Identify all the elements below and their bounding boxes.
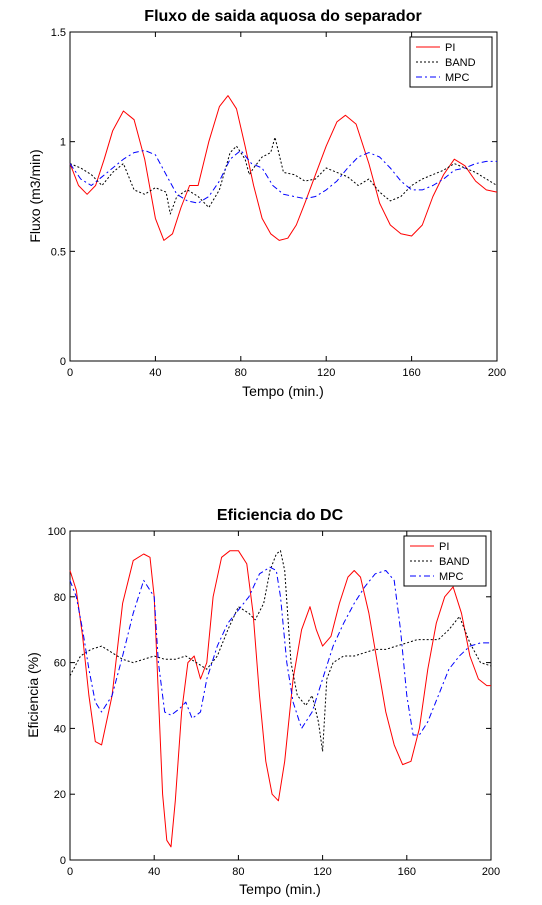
legend-box: [409, 36, 493, 88]
series-group: [69, 550, 492, 848]
y-tick-label: 80: [54, 592, 66, 604]
y-tick-label: 0.5: [51, 246, 66, 258]
x-tick-label: 80: [235, 367, 247, 379]
chart-title: Eficiencia do DC: [217, 507, 344, 524]
chart-title: Fluxo de saida aquosa do separador: [144, 8, 421, 25]
x-tick-label: 120: [313, 866, 331, 878]
legend: PI BAND MPC: [403, 535, 487, 587]
legend-label-mpc: MPC: [445, 72, 470, 84]
chart-flow: Fluxo de saida aquosa do separador 0 40 80…: [27, 8, 506, 399]
legend: PI BAND MPC: [409, 36, 493, 88]
x-tick-label: 160: [398, 866, 416, 878]
y-tick-label: 0: [60, 356, 66, 368]
series-line-pi: [69, 550, 491, 848]
series-line-pi: [69, 95, 498, 241]
y-axis-label: Eficiencia (%): [25, 652, 41, 738]
x-tick-label: 200: [488, 367, 506, 379]
x-tick-label: 40: [149, 367, 161, 379]
y-tick-label: 60: [54, 658, 66, 670]
legend-label-mpc: MPC: [439, 571, 464, 583]
series-line-mpc: [69, 149, 497, 204]
x-axis-label: Tempo (min.): [239, 881, 321, 897]
x-tick-label: 200: [482, 866, 500, 878]
y-tick-label: 20: [54, 789, 66, 801]
x-tick-label: 160: [402, 367, 420, 379]
legend-label-pi: PI: [439, 541, 449, 553]
legend-label-pi: PI: [445, 42, 455, 54]
y-axis-label: Fluxo (m3/min): [27, 149, 43, 242]
legend-box: [403, 535, 487, 587]
legend-label-band: BAND: [445, 57, 476, 69]
y-tick-label: 100: [48, 526, 66, 538]
y-tick-label: 40: [54, 723, 66, 735]
x-tick-label: 0: [67, 367, 73, 379]
axis-ticks: 0 40 80 120 160 200 0 20 40 60 80 100: [48, 526, 501, 878]
series-group: [69, 95, 498, 241]
legend-label-band: BAND: [439, 556, 470, 568]
y-tick-label: 1.5: [51, 27, 66, 39]
y-tick-label: 1: [60, 137, 66, 149]
series-line-band: [69, 550, 492, 752]
x-axis-label: Tempo (min.): [242, 383, 324, 399]
y-tick-label: 0: [60, 855, 66, 867]
x-tick-label: 120: [317, 367, 335, 379]
chart-efficiency: Eficiencia do DC 0 40 80 120 160 200 0 20 40 60 80…: [25, 507, 500, 897]
x-tick-label: 0: [67, 866, 73, 878]
x-tick-label: 40: [148, 866, 160, 878]
series-line-mpc: [69, 566, 491, 736]
axis-ticks: 0 40 80 120 160 200 0 0.5 1 1.5: [51, 27, 506, 379]
x-tick-label: 80: [232, 866, 244, 878]
